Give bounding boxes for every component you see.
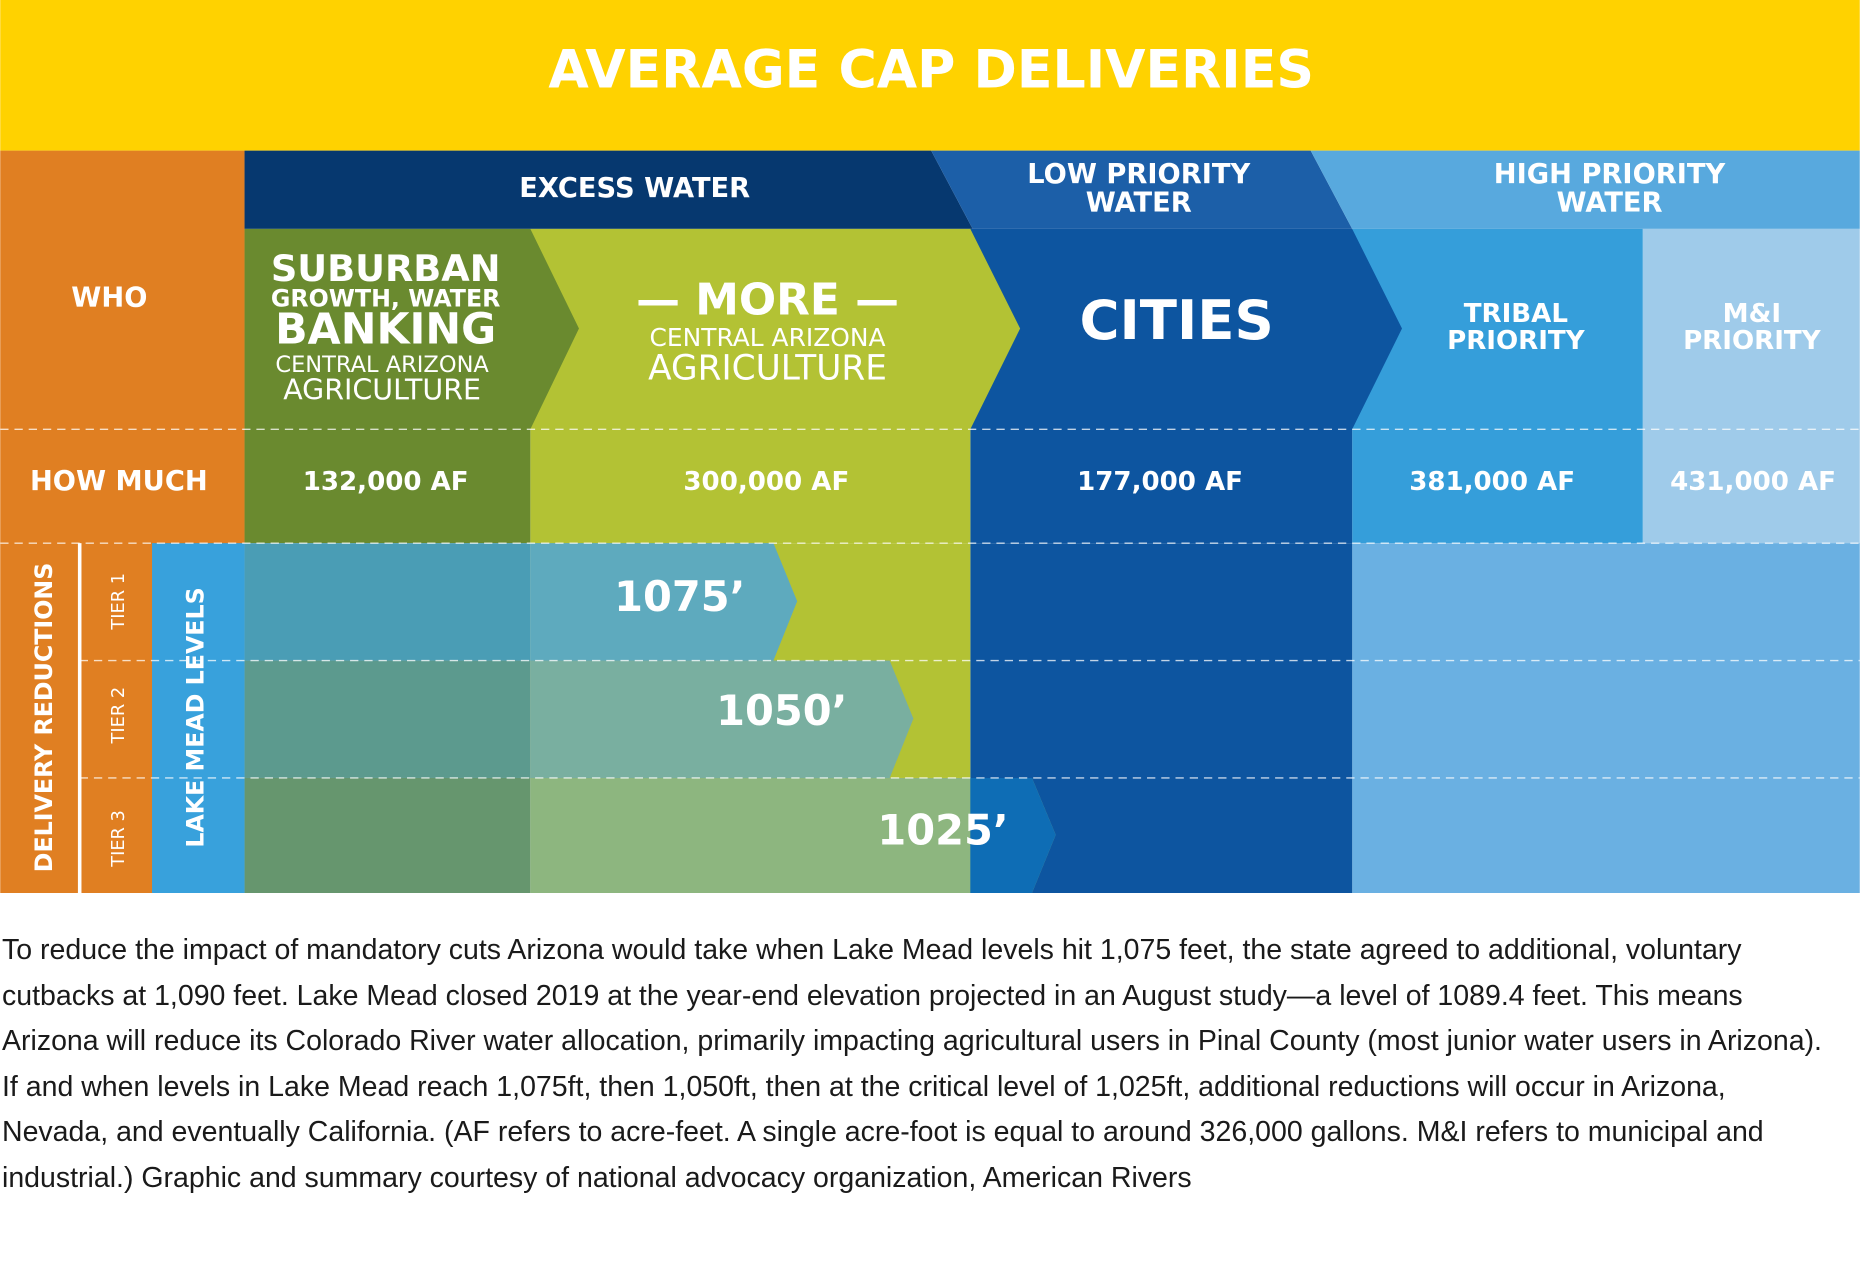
tier-arrow xyxy=(530,543,798,661)
who-label: AGRICULTURE xyxy=(648,349,887,389)
tier-area xyxy=(244,543,531,661)
group-band xyxy=(931,150,1353,229)
column xyxy=(244,228,579,544)
row-label: LAKE MEAD LEVELS xyxy=(182,587,210,847)
amount: 431,000 AF xyxy=(1670,467,1836,497)
who-label: AGRICULTURE xyxy=(283,373,481,406)
group-band xyxy=(1310,150,1860,229)
lake-band xyxy=(152,543,245,893)
row-label: WHO xyxy=(71,282,147,313)
level-label: 1025’ xyxy=(877,806,1008,855)
column xyxy=(1352,228,1643,544)
who-label: PRIORITY xyxy=(1683,326,1822,356)
tier-label: TIER 1 xyxy=(108,573,129,631)
who-label: GROWTH, WATER xyxy=(271,285,500,313)
title: AVERAGE CAP DELIVERIES xyxy=(548,41,1314,101)
tier-area xyxy=(244,660,531,778)
who-label: TRIBAL xyxy=(1464,299,1568,329)
caption: To reduce the impact of mandatory cuts A… xyxy=(2,934,1822,1194)
tier-arrow xyxy=(530,660,914,778)
amount: 177,000 AF xyxy=(1077,467,1243,497)
who-label: BANKING xyxy=(275,305,496,355)
row-label: DELIVERY REDUCTIONS xyxy=(30,563,58,873)
column xyxy=(530,228,1021,544)
group-label: HIGH PRIORITY xyxy=(1494,159,1727,190)
group-label: WATER xyxy=(1086,187,1192,218)
group-band xyxy=(244,150,973,229)
who-label: CENTRAL ARIZONA xyxy=(650,323,886,352)
who-label: PRIORITY xyxy=(1447,326,1586,356)
who-label: — MORE — xyxy=(636,274,899,325)
group-label: EXCESS WATER xyxy=(519,173,750,204)
tier-area xyxy=(244,777,531,893)
tier-arrow xyxy=(970,777,1056,893)
level-label: 1075’ xyxy=(614,572,745,621)
group-label: LOW PRIORITY xyxy=(1027,159,1251,190)
tier-label: TIER 2 xyxy=(108,687,129,745)
row-label: HOW MUCH xyxy=(30,466,208,497)
title-band xyxy=(0,0,1860,151)
column xyxy=(1642,228,1860,544)
amount: 132,000 AF xyxy=(303,467,469,497)
amount: 381,000 AF xyxy=(1409,467,1575,497)
amount: 300,000 AF xyxy=(683,467,849,497)
tier-area xyxy=(1352,543,1860,893)
who-label: CITIES xyxy=(1079,288,1273,352)
infographic: AVERAGE CAP DELIVERIES EXCESS WATER LOW PR… xyxy=(0,0,1860,894)
who-label: SUBURBAN xyxy=(271,247,501,290)
who-label: CENTRAL ARIZONA xyxy=(275,352,489,378)
tier-arrow xyxy=(530,777,1056,893)
group-label: WATER xyxy=(1557,187,1663,218)
tier-label: TIER 3 xyxy=(108,810,129,868)
who-label: M&I xyxy=(1723,299,1781,329)
level-label: 1050’ xyxy=(716,686,847,735)
column xyxy=(970,228,1402,544)
